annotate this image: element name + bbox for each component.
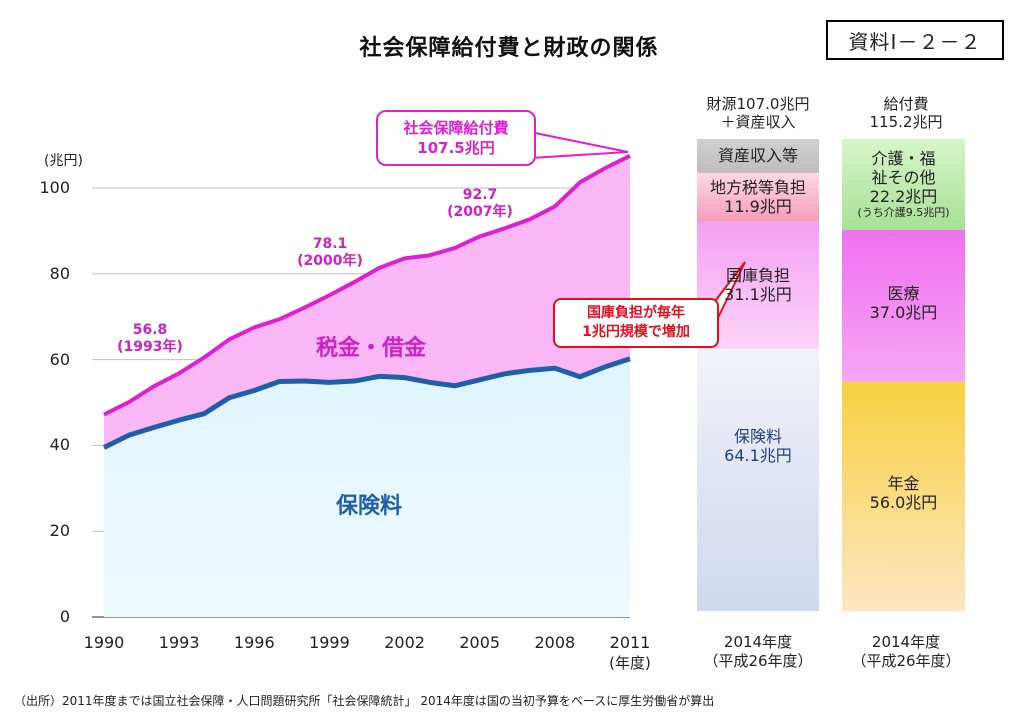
stack-segment-label: 資産収入等 [697,139,819,173]
segment-name: 介護・福祉その他 [871,149,936,188]
segment-sub-label: (うち介護9.5兆円) [857,206,950,220]
benefit-title: 給付費 [883,95,929,113]
reference-label: 資料Ⅰ－２－２ [826,20,1004,60]
stack-segment-label: 国庫負担 31.1兆円 [697,222,819,349]
benefit-total: 115.2兆円 [869,113,943,131]
x-tick-label: 1996 [233,633,275,652]
annotation-1993: 56.8 (1993年) [110,322,190,356]
segment-value: 22.2兆円 [869,187,938,207]
stack-segment [842,139,965,230]
annotation-value: 92.7 [462,187,498,203]
annotation-2007: 92.7 (2007年) [440,187,520,221]
funding-era: （平成26年度） [703,652,813,670]
x-tick-label: 1990 [83,633,125,652]
y-tick-label: 80 [49,263,70,283]
x-tick-label: 1999 [309,633,350,652]
annotation-2000: 78.1 (2000年) [290,236,370,270]
stack-segment-label: 地方税等負担 11.9兆円 [697,173,819,222]
annotation-year: (2000年) [297,253,363,269]
callout-tax: 国庫負担が毎年 1兆円規模で増加 [553,298,719,348]
y-tick-label: 100 [39,178,70,197]
stack-segment [842,229,965,382]
segment-value: 11.9兆円 [724,197,792,217]
benefit-year: 2014年度 [871,633,941,651]
x-tick-label: 2011 [609,633,651,652]
callout-total: 社会保障給付費 107.5兆円 [376,110,536,166]
segment-name: 資産収入等 [717,146,798,166]
annotation-year: (1993年) [117,339,183,355]
funding-total: 財源107.0兆円 [706,95,810,113]
area-label-tax: 税金・借金 [316,336,427,361]
callout-total-value: 107.5兆円 [417,139,495,157]
area-label-premium: 保険料 [336,494,403,519]
y-tick-label: 0 [59,607,70,626]
callout-tax-line2: 1兆円規模で増加 [582,324,690,340]
x-tick-label: 2008 [534,633,576,652]
benefit-column-footer: 2014年度 （平成26年度） [836,633,976,671]
funding-year: 2014年度 [723,633,793,651]
source-note: （出所）2011年度までは国立社会保障・人口問題研究所「社会保障統計」 2014… [14,694,715,708]
total-benefit-line [103,154,631,417]
chart-title: 社会保障給付費と財政の関係 [359,36,659,61]
stack-segment-label: 介護・福祉その他 22.2兆円 (うち介護9.5兆円) [842,139,965,230]
annotation-value: 78.1 [312,236,348,252]
segment-value: 37.0兆円 [869,302,938,322]
y-axis-unit: (兆円) [44,153,83,169]
segment-name: 国庫負担 [725,265,790,285]
stack-segment [697,139,819,173]
funding-column-footer: 2014年度 （平成26年度） [688,633,828,671]
x-tick-label: 1993 [158,633,200,652]
callout-tax-line1: 国庫負担が毎年 [587,305,685,321]
y-tick-label: 60 [49,349,70,369]
stack-segment [697,172,819,222]
benefit-column-header: 給付費 115.2兆円 [836,95,976,131]
y-tick-label: 40 [49,435,70,455]
segment-name: 保険料 [733,426,782,446]
funding-column-header: 財源107.0兆円 ＋資産収入 [688,95,828,131]
premium-area [104,358,630,617]
stack-segment-label: 医療 37.0兆円 [842,230,965,382]
segment-name: 年金 [887,473,920,493]
annotation-year: (2007年) [447,204,513,220]
segment-value: 64.1兆円 [724,445,792,465]
annotation-value: 56.8 [132,322,168,338]
x-axis-unit: (年度) [609,654,651,672]
x-tick-label: 2002 [384,633,425,652]
segment-name: 地方税等負担 [709,178,806,198]
stack-segment-label: 年金 56.0兆円 [842,382,965,611]
segment-value: 31.1兆円 [724,284,792,304]
x-tick-label: 2005 [459,633,501,652]
stack-segment [842,381,965,611]
segment-name: 医療 [887,283,920,303]
y-tick-label: 20 [49,521,70,541]
premium-line [102,356,631,450]
benefit-era: （平成26年度） [851,652,961,670]
segment-value: 56.0兆円 [869,492,938,512]
callout-total-title: 社会保障給付費 [403,119,509,137]
stack-segment-label: 保険料 64.1兆円 [697,349,819,611]
stack-segment [697,348,819,611]
funding-plus-assets: ＋資産収入 [720,113,796,131]
